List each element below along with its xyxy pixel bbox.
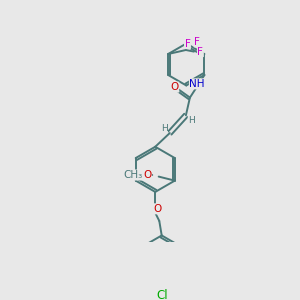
Text: F: F bbox=[194, 37, 200, 47]
Text: O: O bbox=[154, 204, 162, 214]
Text: O: O bbox=[170, 82, 179, 92]
Text: O: O bbox=[143, 170, 152, 180]
Text: Cl: Cl bbox=[156, 290, 167, 300]
Text: H: H bbox=[188, 116, 195, 124]
Text: NH: NH bbox=[189, 79, 205, 89]
Text: F: F bbox=[184, 38, 190, 49]
Text: F: F bbox=[197, 46, 203, 57]
Text: H: H bbox=[161, 124, 167, 133]
Text: CH₃: CH₃ bbox=[123, 170, 142, 180]
